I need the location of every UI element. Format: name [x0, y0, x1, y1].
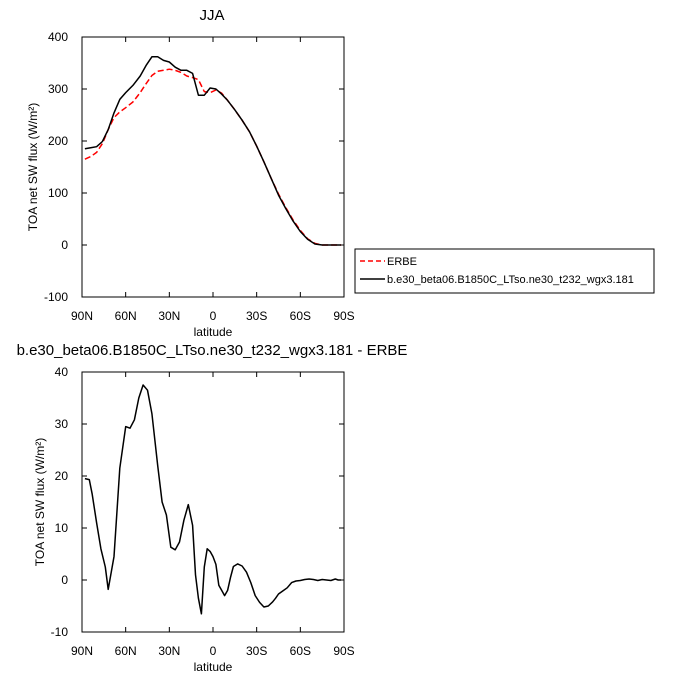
y-tick-label: 40: [55, 365, 69, 379]
panel-1-x-axis-label: latitude: [194, 325, 233, 339]
legend: ERBE b.e30_beta06.B1850C_LTso.ne30_t232_…: [354, 248, 655, 294]
panel-2-x-ticks: 90N 60N 30N 0 30S 60S 90S: [71, 372, 355, 658]
panel-2-plot-frame: [81, 371, 345, 633]
panel-2-y-axis-label: TOA net SW flux (W/m²): [33, 438, 47, 566]
x-tick-label: 30S: [246, 644, 267, 658]
y-tick-label: -100: [44, 290, 68, 304]
x-tick-label: 90S: [333, 309, 354, 323]
legend-label-erbe: ERBE: [387, 256, 417, 268]
y-tick-label: 0: [61, 238, 68, 252]
panel-1-x-ticks: 90N 60N 30N 0 30S 60S 90S: [71, 37, 355, 323]
panel-2-y-ticks: -10 0 10 20 30 40: [51, 365, 344, 639]
x-tick-label: 90N: [71, 644, 93, 658]
x-tick-label: 60N: [115, 309, 137, 323]
y-tick-label: 400: [48, 30, 68, 44]
y-tick-label: -10: [51, 625, 69, 639]
x-tick-label: 30N: [158, 309, 180, 323]
legend-box: [354, 248, 655, 294]
series-line-1: [84, 384, 342, 615]
panel-1-y-ticks: -100 0 100 200 300 400: [44, 30, 344, 304]
panel-2-series: [84, 384, 342, 615]
x-tick-label: 0: [210, 309, 217, 323]
panel-1-title: JJA: [199, 7, 224, 24]
panel-2-title: b.e30_beta06.B1850C_LTso.ne30_t232_wgx3.…: [17, 342, 408, 359]
y-tick-label: 200: [48, 134, 68, 148]
series-line-2: [84, 56, 342, 246]
panel-1-series: [84, 56, 342, 246]
panel-1-plot-frame: [81, 36, 345, 298]
x-tick-label: 30S: [246, 309, 267, 323]
x-tick-label: 90N: [71, 309, 93, 323]
y-tick-label: 20: [55, 469, 69, 483]
y-tick-label: 300: [48, 82, 68, 96]
y-tick-label: 30: [55, 417, 69, 431]
x-tick-label: 0: [210, 644, 217, 658]
x-tick-label: 60S: [290, 644, 311, 658]
y-tick-label: 0: [61, 573, 68, 587]
legend-label-model: b.e30_beta06.B1850C_LTso.ne30_t232_wgx3.…: [387, 274, 634, 286]
x-tick-label: 30N: [158, 644, 180, 658]
panel-2: b.e30_beta06.B1850C_LTso.ne30_t232_wgx3.…: [17, 342, 408, 674]
x-tick-label: 60N: [115, 644, 137, 658]
y-tick-label: 100: [48, 186, 68, 200]
panel-1-y-axis-label: TOA net SW flux (W/m²): [26, 103, 40, 231]
x-tick-label: 90S: [333, 644, 354, 658]
x-tick-label: 60S: [290, 309, 311, 323]
panel-2-x-axis-label: latitude: [194, 660, 233, 674]
y-tick-label: 10: [55, 521, 69, 535]
